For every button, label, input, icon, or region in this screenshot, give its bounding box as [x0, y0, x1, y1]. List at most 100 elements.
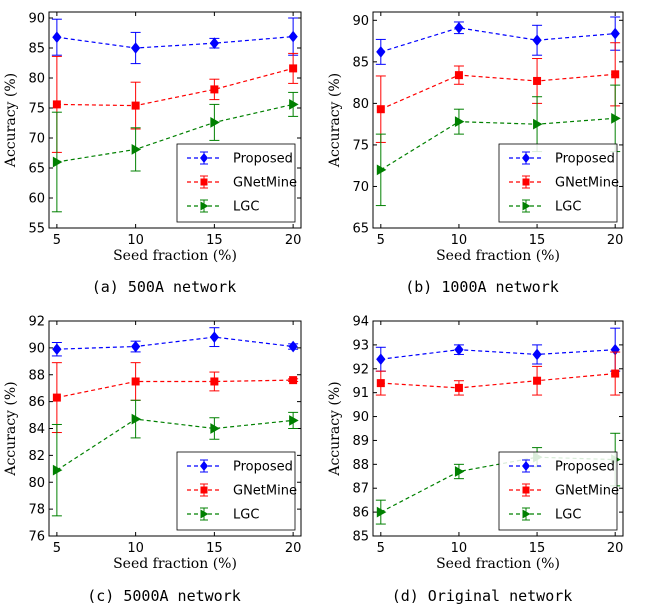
- legend-marker: [200, 153, 208, 163]
- legend-label-proposed: Proposed: [555, 460, 615, 475]
- series-line-gnetmine: [56, 379, 294, 399]
- data-point-gnetmine: [376, 105, 385, 114]
- y-tick-label: 60: [28, 192, 45, 207]
- series-line-gnetmine: [380, 73, 616, 110]
- data-point-proposed: [532, 34, 542, 47]
- legend-label-proposed: Proposed: [233, 460, 293, 475]
- series-line-proposed: [56, 36, 294, 49]
- data-point-proposed: [532, 348, 542, 361]
- data-point-lgc: [611, 112, 621, 124]
- y-tick-label: 80: [28, 476, 45, 491]
- data-point-proposed: [52, 31, 62, 44]
- data-point-lgc: [454, 116, 465, 128]
- legend-box: [176, 143, 296, 223]
- legend-label-gnetmine: GNetMine: [555, 176, 619, 191]
- y-tick-label: 78: [28, 503, 45, 518]
- data-point-gnetmine: [611, 369, 620, 378]
- data-point-gnetmine: [454, 383, 463, 392]
- x-tick-label: 20: [607, 541, 624, 556]
- series-line-proposed: [56, 336, 294, 350]
- x-axis-label: Seed fraction (%): [436, 248, 560, 264]
- legend-box: [176, 451, 296, 531]
- x-tick-label: 5: [53, 233, 61, 248]
- chart-panel-2: 5 10 15 20 65 70 75 80 85 90 Seed fraction (%) Accu…: [327, 11, 624, 296]
- legend-label-gnetmine: GNetMine: [233, 176, 297, 191]
- data-point-proposed: [376, 46, 386, 58]
- y-tick-label: 55: [28, 222, 45, 237]
- data-point-lgc: [454, 466, 465, 477]
- legend-label-gnetmine: GNetMine: [555, 484, 619, 499]
- legend-marker: [522, 201, 531, 211]
- data-point-lgc: [210, 423, 220, 434]
- legend-label-lgc: LGC: [555, 200, 581, 215]
- plot-frame: [372, 11, 624, 229]
- data-point-lgc: [376, 164, 387, 176]
- x-axis-label: Seed fraction (%): [113, 556, 237, 572]
- data-point-proposed: [454, 21, 464, 34]
- x-tick-label: 15: [206, 233, 223, 248]
- legend-marker: [200, 486, 208, 494]
- series-line-proposed: [380, 349, 616, 360]
- y-tick-label: 90: [352, 14, 369, 29]
- y-tick-label: 85: [28, 42, 45, 57]
- y-tick-label: 91: [352, 386, 369, 401]
- y-tick-label: 76: [28, 530, 45, 545]
- panel-caption: (c) 5000A network: [87, 587, 241, 605]
- y-tick-label: 85: [352, 530, 369, 545]
- x-tick-label: 20: [285, 541, 302, 556]
- y-tick-label: 87: [352, 482, 369, 497]
- legend-marker: [522, 509, 531, 519]
- data-point-proposed: [209, 331, 220, 343]
- panel-caption: (d) Original network: [392, 587, 573, 605]
- y-tick-label: 85: [352, 55, 369, 70]
- y-tick-label: 88: [28, 368, 45, 383]
- y-tick-label: 65: [352, 222, 369, 237]
- legend: Proposed GNetMine LGC: [498, 451, 619, 531]
- y-tick-label: 75: [352, 138, 369, 153]
- y-tick-label: 80: [352, 97, 369, 112]
- y-tick-label: 90: [352, 410, 369, 425]
- data-point-proposed: [130, 42, 141, 54]
- series-line-lgc: [380, 117, 616, 171]
- panel-caption: (a) 500A network: [92, 278, 237, 296]
- data-point-proposed: [454, 343, 464, 356]
- legend-marker: [200, 509, 209, 519]
- legend-label-lgc: LGC: [233, 200, 259, 215]
- series-line-proposed: [380, 27, 616, 53]
- y-tick-label: 80: [28, 72, 45, 87]
- x-tick-label: 5: [53, 541, 61, 556]
- series-line-gnetmine: [380, 373, 616, 389]
- x-tick-label: 10: [451, 233, 468, 248]
- data-point-gnetmine: [454, 71, 463, 80]
- y-tick-label: 86: [28, 395, 45, 410]
- legend-box: [498, 451, 618, 531]
- data-point-proposed: [130, 340, 141, 353]
- x-tick-label: 5: [377, 233, 385, 248]
- chart-panel-1: 5 10 15 20 55 60 65 70 75 80 85 90 Seed fraction (%)…: [3, 11, 302, 296]
- legend-marker: [522, 486, 530, 494]
- panel-caption: (b) 1000A network: [405, 278, 559, 296]
- y-tick-label: 93: [352, 338, 369, 353]
- y-tick-label: 82: [28, 449, 45, 464]
- y-tick-label: 92: [352, 362, 369, 377]
- data-point-gnetmine: [533, 376, 542, 385]
- legend-box: [498, 143, 618, 223]
- data-point-gnetmine: [52, 393, 61, 402]
- legend-label-gnetmine: GNetMine: [233, 484, 297, 499]
- y-axis-label: Accuracy (%): [3, 381, 19, 476]
- data-point-lgc: [533, 118, 543, 130]
- y-tick-label: 92: [28, 315, 45, 330]
- x-tick-label: 15: [529, 541, 546, 556]
- series-line-lgc: [56, 103, 294, 163]
- x-axis-label: Seed fraction (%): [436, 556, 560, 572]
- y-axis-label: Accuracy (%): [327, 381, 343, 476]
- y-tick-label: 75: [28, 102, 45, 117]
- data-point-lgc: [376, 506, 387, 518]
- x-tick-label: 10: [127, 233, 144, 248]
- x-tick-label: 20: [607, 233, 624, 248]
- y-tick-label: 86: [352, 506, 369, 521]
- y-tick-label: 90: [28, 12, 45, 27]
- data-point-gnetmine: [131, 101, 140, 110]
- legend: Proposed GNetMine LGC: [176, 451, 297, 531]
